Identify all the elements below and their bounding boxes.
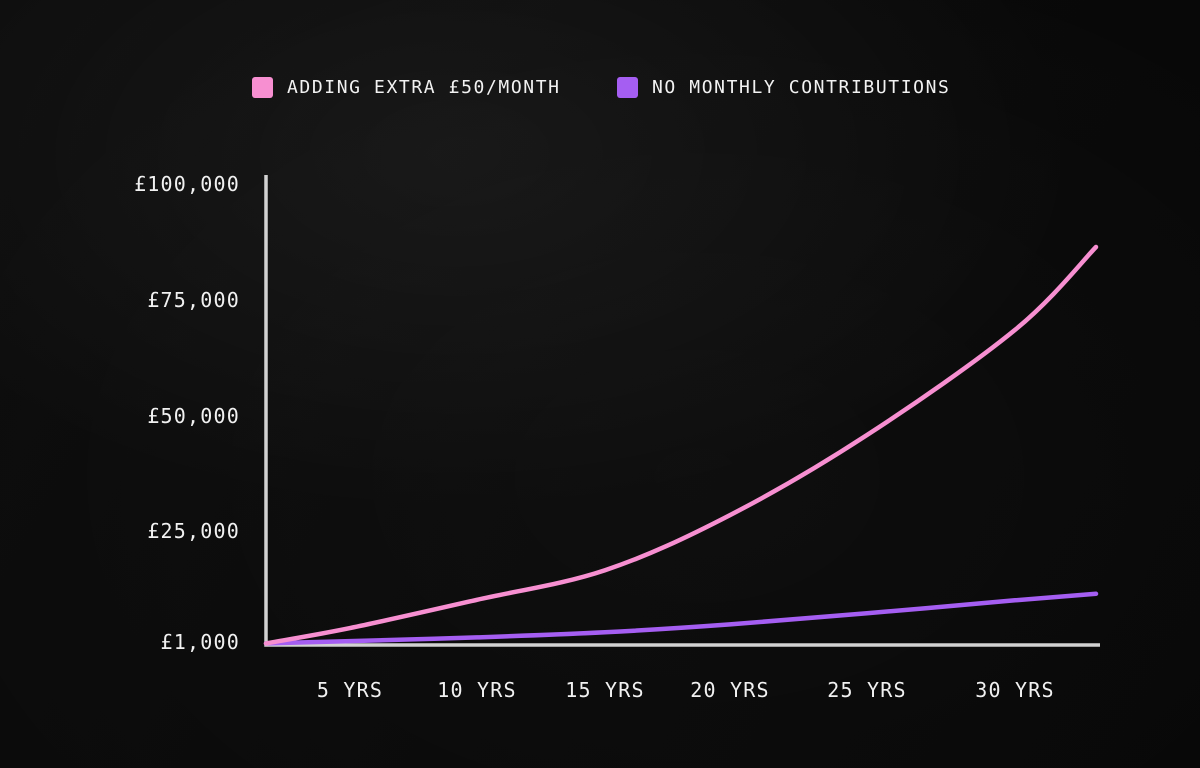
x-tick-label: 30 YRS — [975, 678, 1055, 702]
legend-label-adding-extra: ADDING EXTRA £50/MONTH — [287, 77, 561, 98]
legend-swatch-adding-extra-icon — [252, 77, 273, 98]
y-tick-label: £75,000 — [147, 287, 240, 312]
x-tick-label: 20 YRS — [690, 678, 770, 702]
x-tick-label: 15 YRS — [565, 678, 645, 702]
y-tick-label: £50,000 — [147, 403, 240, 428]
legend-item-no-contributions: NO MONTHLY CONTRIBUTIONS — [617, 77, 951, 98]
y-tick-label: £100,000 — [134, 172, 240, 197]
legend-item-adding-extra: ADDING EXTRA £50/MONTH — [252, 77, 561, 98]
axis-lines — [264, 175, 1100, 647]
legend-swatch-no-contributions-icon — [617, 77, 638, 98]
x-tick-label: 25 YRS — [827, 678, 907, 702]
y-tick-label: £1,000 — [160, 630, 240, 655]
x-tick-label: 10 YRS — [437, 678, 517, 702]
series-line-adding-extra — [263, 244, 1099, 646]
legend-label-no-contributions: NO MONTHLY CONTRIBUTIONS — [652, 77, 951, 98]
x-tick-label: 5 YRS — [316, 678, 384, 702]
series-line-no-contributions — [263, 591, 1099, 646]
y-tick-label: £25,000 — [147, 519, 240, 544]
